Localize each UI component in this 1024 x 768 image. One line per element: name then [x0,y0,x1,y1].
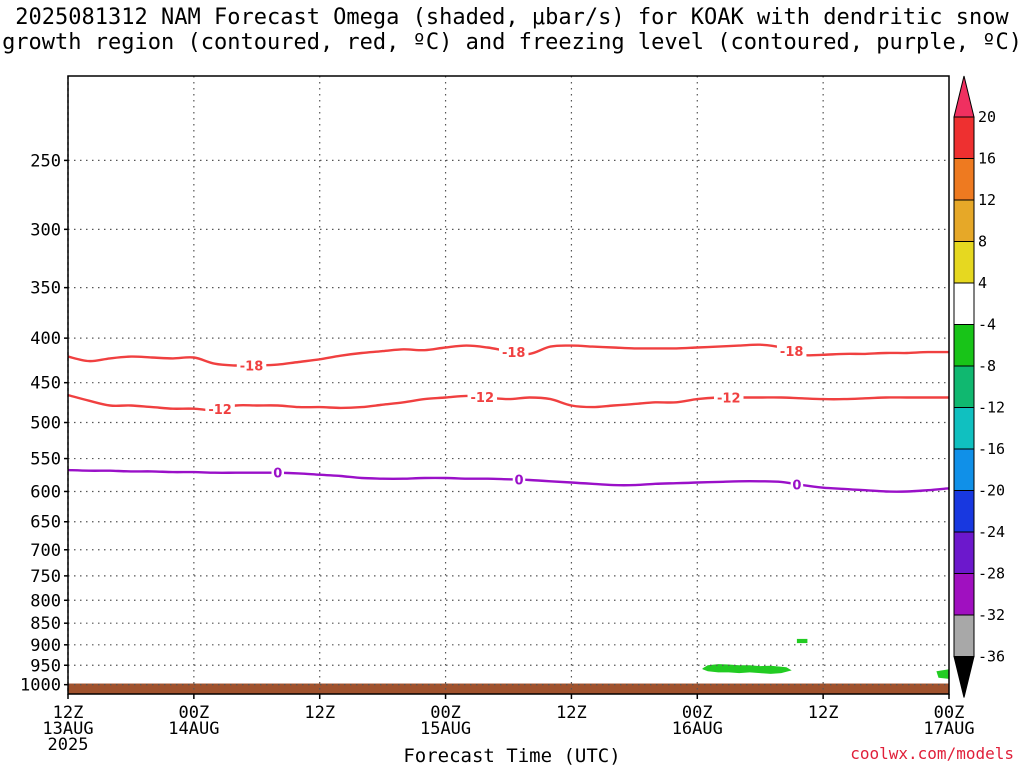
omega-shading-layer [702,638,949,679]
contour-label-bg--12-2 [467,389,498,406]
x-axis-label: Forecast Time (UTC) [403,745,621,767]
x-tick-label-0-1: 12Z [53,703,84,723]
y-tick-label-300: 300 [30,220,61,240]
watermark-link[interactable]: coolwx.com/models [850,744,1014,763]
colorbar-label-1: 20 [978,108,996,126]
y-tick-label-900: 900 [30,636,61,656]
x-tick-label-36-2: 15AUG [420,719,471,739]
colorbar-label-7: -8 [978,357,996,375]
contour-label-bg--18-3 [776,343,807,360]
terrain-fill [68,683,949,694]
y-tick-label-700: 700 [30,541,61,561]
y-tick-label-250: 250 [30,151,61,171]
contour-label-0-2: 0 [514,474,523,489]
contour-label-bg--18-1 [236,357,267,374]
x-tick-label-0-2: 13AUG [42,719,93,739]
colorbar-box-11 [953,531,975,574]
colorbar-bottom-arrow [953,656,975,698]
contour-label-bg-0-2 [512,471,526,488]
colorbar-label-2: 16 [978,150,996,168]
x-tick-label-12-1: 00Z [178,703,209,723]
x-tick-label-0-3: 2025 [48,735,89,755]
omega-shade-region-2 [796,638,808,644]
contour-label--18-1: -18 [240,359,264,374]
colorbar-box-1 [953,116,975,159]
plot-frame [67,75,950,695]
y-tick-label-1000: 1000 [20,676,61,696]
colorbar-box-7 [953,365,975,408]
contour-label-0-1: 0 [273,467,282,482]
y-tick-label-950: 950 [30,656,61,676]
y-tick-label-800: 800 [30,591,61,611]
contour-label-bg-0-3 [790,476,804,493]
contour-label--12-2: -12 [471,391,495,406]
omega-shade-region-3 [936,669,949,679]
colorbar-box-5 [953,282,975,325]
y-tick-label-850: 850 [30,614,61,634]
x-tick-label-24-1: 12Z [304,703,335,723]
colorbar-label-3: 12 [978,191,996,209]
contour-line-0 [67,468,950,493]
x-tick-label-12-2: 14AUG [168,719,219,739]
omega-shade-region-1 [702,664,792,674]
colorbar-box-9 [953,448,975,491]
contour-label-bg-0-1 [271,464,285,481]
x-tick-label-60-1: 00Z [682,703,713,723]
y-axis: 2503003504004505005506006507007508008509… [20,151,68,696]
plot-border [67,75,950,695]
colorbar-label-9: -16 [978,440,1005,458]
x-tick-label-48-1: 12Z [556,703,587,723]
y-tick-label-650: 650 [30,513,61,533]
contour-layer: -18 -18 -18 -12 -12 -12 0 0 0 [67,343,950,493]
colorbar-box-2 [953,158,975,201]
colorbar-label-6: -4 [978,316,996,334]
x-tick-label-72-1: 12Z [808,703,839,723]
colorbar: 20 16 12 8 4 -4 -8 -12 -16 -20 -24 -28 -32 -36 [953,75,1005,698]
contour-label-bg--18-2 [498,343,529,360]
colorbar-box-8 [953,407,975,450]
colorbar-label-4: 8 [978,233,987,251]
colorbar-label-14: -36 [978,648,1005,666]
colorbar-label-12: -28 [978,565,1005,583]
contour-label--18-2: -18 [502,346,526,361]
contour-line--12 [67,393,949,412]
contour-label--12-1: -12 [208,403,232,418]
x-tick-label-60-2: 16AUG [672,719,723,739]
colorbar-box-6 [953,324,975,367]
colorbar-label-13: -32 [978,606,1005,624]
y-tick-label-350: 350 [30,279,61,299]
grid-layer [68,76,949,694]
colorbar-label-8: -12 [978,399,1005,417]
chart-title-line-1: 2025081312 NAM Forecast Omega (shaded, μ… [15,5,1009,30]
colorbar-top-arrow [953,75,975,118]
colorbar-box-13 [953,614,975,657]
chart-title-line-2: growth region (contoured, red, ºC) and f… [2,30,1022,55]
y-tick-label-600: 600 [30,482,61,502]
contour-label--12-3: -12 [717,392,741,407]
terrain-layer [68,683,949,694]
colorbar-box-3 [953,199,975,242]
colorbar-box-10 [953,490,975,533]
colorbar-label-10: -20 [978,482,1005,500]
colorbar-label-11: -24 [978,523,1005,541]
contour-label-bg--12-1 [205,401,235,418]
y-tick-label-450: 450 [30,374,61,394]
colorbar-label-5: 4 [978,274,987,292]
colorbar-box-12 [953,573,975,616]
y-tick-label-400: 400 [30,329,61,349]
contour-label-bg--12-3 [714,389,744,406]
y-tick-label-500: 500 [30,414,61,434]
colorbar-box-4 [953,241,975,284]
x-tick-label-36-1: 00Z [430,703,461,723]
x-tick-label-84-2: 17AUG [923,719,974,739]
contour-label--18-3: -18 [780,345,804,360]
y-tick-label-750: 750 [30,567,61,587]
y-tick-label-550: 550 [30,450,61,470]
x-tick-label-84-1: 00Z [934,703,965,723]
contour-label-0-3: 0 [792,478,801,493]
